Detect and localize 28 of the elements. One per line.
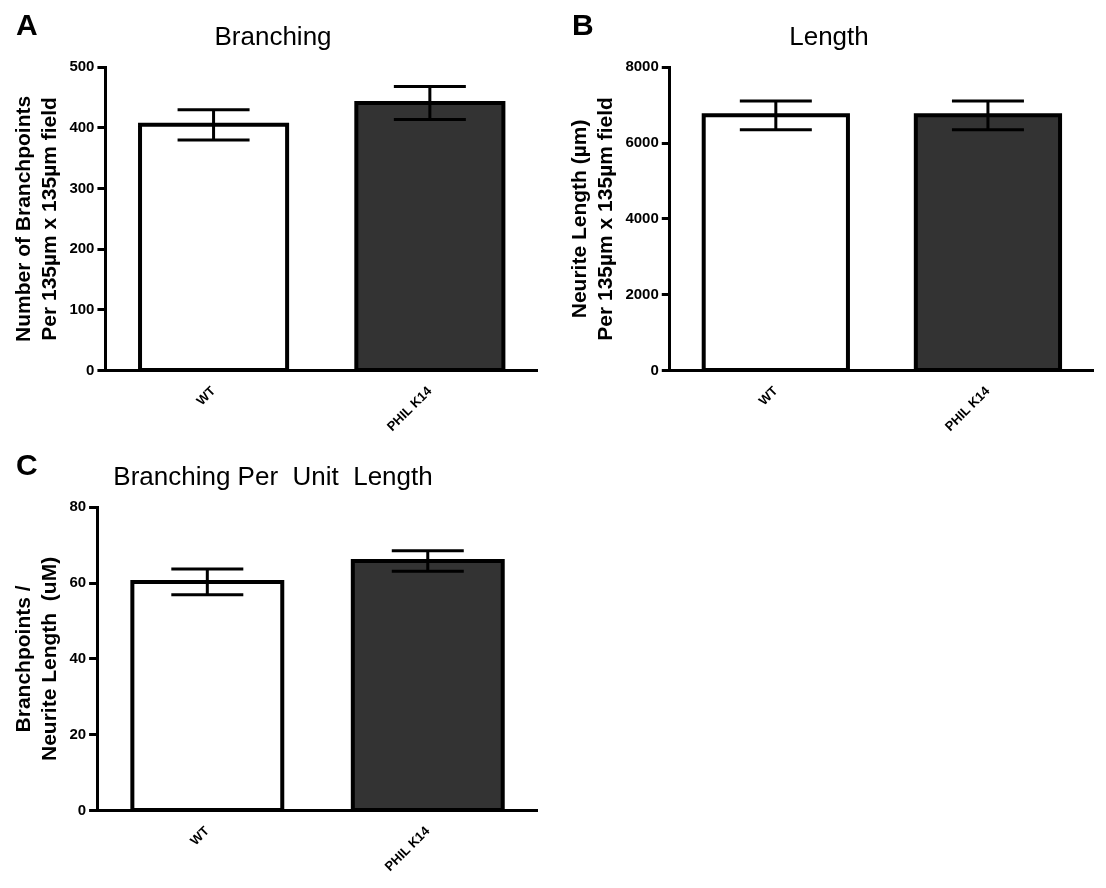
- y-tick-label: 20: [69, 724, 87, 742]
- text: A: [16, 8, 38, 42]
- y-tick-label: 100: [69, 300, 95, 318]
- x-tick-label: WT: [193, 383, 219, 409]
- chart-title: Length: [789, 20, 869, 51]
- y-tick-label: 300: [69, 178, 95, 196]
- text: C: [16, 448, 38, 482]
- y-tick-label: 0: [86, 360, 95, 378]
- chart-title: Branching: [214, 20, 332, 51]
- y-tick-label: 4000: [625, 209, 659, 227]
- y-axis-title: Neurite Length (µm) Per 135µm x 135µm field: [567, 97, 616, 341]
- y-tick-label: 8000: [625, 57, 659, 75]
- y-tick-label: 2000: [625, 284, 659, 302]
- y-tick-label: 200: [69, 239, 95, 257]
- y-tick-label: 40: [69, 649, 87, 667]
- y-tick-label: 500: [69, 57, 95, 75]
- y-tick-label: 400: [69, 118, 95, 136]
- chart-title: Branching Per Unit Length: [113, 460, 433, 491]
- y-axis-title: Number of Branchpoints Per 135µm x 135µm field: [11, 95, 60, 342]
- y-tick-label: 0: [77, 800, 87, 818]
- y-tick-label: 60: [69, 573, 87, 591]
- y-tick-label: 0: [650, 360, 659, 378]
- x-tick-label: WT: [187, 823, 212, 849]
- y-axis-title: Branchpoints / Neurite Length (uM): [11, 556, 60, 761]
- x-tick-label: WT: [755, 383, 781, 409]
- y-tick-label: 6000: [625, 133, 659, 151]
- y-tick-label: 80: [69, 497, 87, 515]
- text: B: [572, 8, 594, 42]
